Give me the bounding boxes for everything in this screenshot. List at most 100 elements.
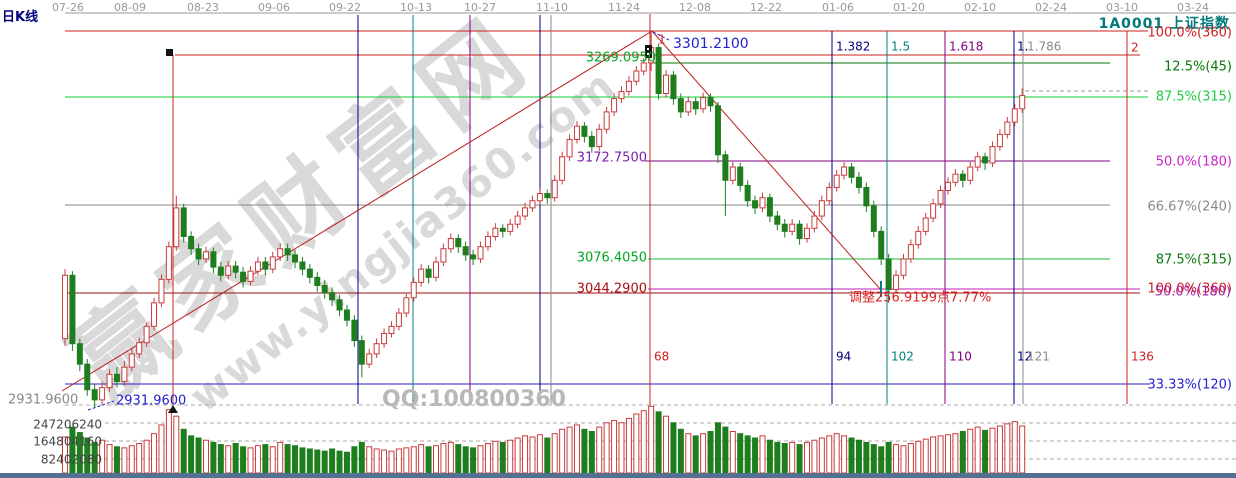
volume-bar (804, 441, 810, 474)
candle-body (262, 261, 269, 270)
candle-body (529, 200, 536, 209)
candle-body (952, 173, 959, 183)
candle-body (944, 181, 951, 192)
volume-bar (462, 446, 469, 474)
volume-bar (395, 448, 402, 474)
volume-bar (158, 424, 165, 474)
volume-bar (232, 443, 239, 474)
volume-bar (277, 441, 284, 474)
volume-bar (551, 433, 558, 474)
candle-body (254, 261, 261, 272)
candle-body (492, 227, 499, 237)
candle-body (440, 248, 447, 263)
candle-body (789, 223, 796, 232)
candle-body (247, 270, 254, 282)
volume-bar (262, 444, 269, 474)
volume-bar (878, 446, 885, 474)
volume-bar (967, 428, 974, 474)
chart-label: 87.5%(315) (1156, 90, 1232, 105)
volume-bar (729, 430, 736, 474)
volume-bar (870, 444, 877, 474)
volume-bar (173, 415, 180, 474)
candle-body (826, 186, 833, 202)
candle-body (618, 90, 625, 100)
chart-label: 1.618 (949, 39, 983, 53)
volume-bar (544, 437, 551, 474)
volume-bar (618, 422, 625, 474)
chart-marker-dot (647, 48, 649, 50)
volume-bar (841, 435, 848, 474)
volume-bar (507, 439, 514, 474)
candle-body (277, 248, 284, 258)
volume-bar (633, 413, 640, 474)
volume-bar (358, 441, 365, 474)
candle-body (455, 238, 462, 248)
chart-label: 247206240 (33, 417, 102, 431)
candle-body (99, 387, 106, 401)
chart-label: 87.5%(315) (1156, 253, 1232, 268)
chart-label: 102 (891, 349, 914, 363)
candle-body (225, 265, 232, 276)
chart-label: 121 (1027, 349, 1050, 363)
volume-bar (959, 430, 966, 474)
date-axis-label: 02-24 (1035, 1, 1067, 14)
volume-bar (1019, 425, 1026, 474)
volume-bar (766, 439, 773, 474)
volume-bar (996, 425, 1003, 474)
volume-bar (855, 439, 862, 474)
candle-body (418, 268, 425, 283)
volume-bar (128, 445, 135, 474)
candle-body (62, 274, 68, 340)
volume-bar (989, 427, 996, 474)
candle-body (373, 343, 380, 355)
volume-bar (826, 435, 833, 474)
date-axis-label: 01-20 (893, 1, 925, 14)
candle-body (462, 246, 469, 256)
candle-body (351, 319, 358, 342)
candle-body (410, 281, 417, 299)
volume-bar (180, 428, 187, 474)
volume-bar (321, 450, 328, 474)
candle-body (685, 101, 692, 113)
volume-bar (188, 435, 195, 474)
candle-body (284, 248, 291, 256)
chart-label: 1.786 (1027, 39, 1061, 53)
volume-bar (907, 443, 914, 474)
candle-body (833, 174, 840, 188)
candle-body (982, 156, 989, 164)
candle-body (113, 373, 120, 382)
volume-bar (885, 441, 892, 474)
volume-bar (343, 451, 350, 474)
candle-body (692, 101, 699, 110)
candle-body (358, 340, 365, 365)
candle-body (907, 244, 914, 260)
volume-bar (863, 441, 870, 474)
candle-body (1019, 95, 1026, 110)
volume-bar (536, 434, 543, 474)
chart-label: 3076.4050 (577, 251, 647, 266)
candle-body (640, 62, 647, 72)
date-axis-label: 03-24 (1177, 1, 1209, 14)
candle-body (603, 111, 610, 130)
chart-marker-triangle (168, 405, 178, 413)
volume-bar (336, 450, 343, 474)
candle-body (863, 186, 870, 207)
candle-body (811, 215, 818, 229)
candle-body (937, 190, 944, 205)
candle-body (217, 266, 224, 276)
candle-body (403, 297, 410, 314)
candle-body (559, 156, 566, 181)
instrument-title: 1A0001 上证指数 (1098, 16, 1230, 32)
candle-body (76, 343, 83, 365)
candle-body (151, 302, 158, 327)
volume-bar (915, 440, 922, 474)
volume-bar (811, 439, 818, 474)
candle-body (202, 251, 209, 260)
volume-bar (722, 426, 729, 474)
candle-body (989, 146, 996, 164)
volume-bar (418, 444, 425, 474)
volume-bar (484, 443, 491, 474)
date-axis-label: 07-26 (52, 1, 84, 14)
candle-body (781, 223, 788, 232)
